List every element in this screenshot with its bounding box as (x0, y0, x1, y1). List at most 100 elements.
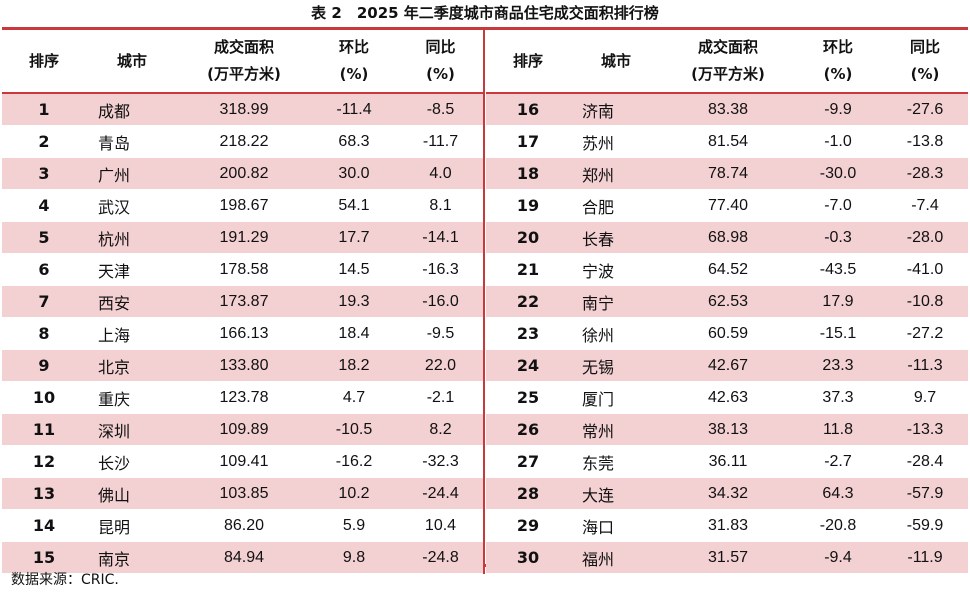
rank-cell: 15 (2, 541, 86, 574)
table-row: 23 徐州 60.59 -15.1 -27.2 (486, 317, 968, 350)
city-cell: 重庆 (86, 381, 178, 414)
city-cell: 苏州 (570, 125, 662, 158)
yoy-cell: -24.4 (398, 477, 484, 510)
header-qoq: 环比 (%) (794, 30, 882, 94)
city-cell: 宁波 (570, 253, 662, 286)
table-row: 10 重庆 123.78 4.7 -2.1 (2, 381, 484, 414)
yoy-cell: -13.3 (882, 413, 968, 446)
ranking-tables: 排序 城市 成交面积 (万平方米) 环比 (%) 同比 (%) 1 成都 318.99 -1… (2, 27, 968, 574)
yoy-cell: -16.3 (398, 253, 484, 286)
qoq-cell: 17.9 (794, 285, 882, 318)
yoy-cell: -7.4 (882, 189, 968, 222)
city-cell: 青岛 (86, 125, 178, 158)
rank-cell: 25 (486, 381, 570, 414)
rank-cell: 16 (486, 93, 570, 126)
area-cell: 86.20 (178, 509, 310, 542)
qoq-cell: -20.8 (794, 509, 882, 542)
area-cell: 173.87 (178, 285, 310, 318)
area-cell: 31.83 (662, 509, 794, 542)
header-row: 排序 城市 成交面积 (万平方米) 环比 (%) 同比 (%) (2, 30, 484, 94)
city-cell: 深圳 (86, 413, 178, 446)
qoq-cell: 5.9 (310, 509, 398, 542)
yoy-cell: -10.8 (882, 285, 968, 318)
rank-cell: 18 (486, 157, 570, 190)
rank-cell: 1 (2, 93, 86, 126)
city-cell: 长沙 (86, 445, 178, 478)
qoq-cell: 68.3 (310, 125, 398, 158)
table-row: 28 大连 34.32 64.3 -57.9 (486, 477, 968, 510)
city-cell: 天津 (86, 253, 178, 286)
header-row: 排序 城市 成交面积 (万平方米) 环比 (%) 同比 (%) (486, 30, 968, 94)
table-row: 21 宁波 64.52 -43.5 -41.0 (486, 253, 968, 286)
rank-cell: 4 (2, 189, 86, 222)
table-row: 27 东莞 36.11 -2.7 -28.4 (486, 445, 968, 478)
yoy-cell: -13.8 (882, 125, 968, 158)
ranking-table-right: 排序 城市 成交面积 (万平方米) 环比 (%) 同比 (%) 16 济南 83.38 -9… (486, 30, 968, 574)
qoq-cell: -15.1 (794, 317, 882, 350)
rank-cell: 5 (2, 221, 86, 254)
table-row: 11 深圳 109.89 -10.5 8.2 (2, 413, 484, 446)
table-title: 表 2 2025 年二季度城市商品住宅成交面积排行榜 (311, 4, 659, 22)
city-cell: 济南 (570, 93, 662, 126)
yoy-cell: 8.2 (398, 413, 484, 446)
yoy-cell: 22.0 (398, 349, 484, 382)
area-cell: 34.32 (662, 477, 794, 510)
rank-cell: 10 (2, 381, 86, 414)
city-cell: 成都 (86, 93, 178, 126)
area-cell: 178.58 (178, 253, 310, 286)
area-cell: 103.85 (178, 477, 310, 510)
yoy-cell: -28.3 (882, 157, 968, 190)
yoy-cell: -11.9 (882, 541, 968, 574)
qoq-cell: 18.4 (310, 317, 398, 350)
yoy-cell: -57.9 (882, 477, 968, 510)
header-yoy: 同比 (%) (398, 30, 484, 94)
yoy-cell: -59.9 (882, 509, 968, 542)
city-cell: 西安 (86, 285, 178, 318)
qoq-cell: -10.5 (310, 413, 398, 446)
qoq-cell: -9.9 (794, 93, 882, 126)
qoq-cell: -1.0 (794, 125, 882, 158)
table-row: 1 成都 318.99 -11.4 -8.5 (2, 93, 484, 126)
city-cell: 武汉 (86, 189, 178, 222)
rank-cell: 2 (2, 125, 86, 158)
source-note: 数据来源：CRIC. (11, 572, 119, 588)
area-cell: 191.29 (178, 221, 310, 254)
area-cell: 84.94 (178, 541, 310, 574)
rank-cell: 11 (2, 413, 86, 446)
city-cell: 大连 (570, 477, 662, 510)
table-row: 5 杭州 191.29 17.7 -14.1 (2, 221, 484, 254)
city-cell: 厦门 (570, 381, 662, 414)
qoq-cell: 4.7 (310, 381, 398, 414)
city-cell: 广州 (86, 157, 178, 190)
rank-cell: 21 (486, 253, 570, 286)
city-cell: 南宁 (570, 285, 662, 318)
table-row: 22 南宁 62.53 17.9 -10.8 (486, 285, 968, 318)
rank-cell: 23 (486, 317, 570, 350)
table-row: 12 长沙 109.41 -16.2 -32.3 (2, 445, 484, 478)
table-row: 30 福州 31.57 -9.4 -11.9 (486, 541, 968, 574)
header-city: 城市 (570, 30, 662, 94)
qoq-cell: 10.2 (310, 477, 398, 510)
area-cell: 42.63 (662, 381, 794, 414)
table-row: 18 郑州 78.74 -30.0 -28.3 (486, 157, 968, 190)
rank-cell: 26 (486, 413, 570, 446)
yoy-cell: -9.5 (398, 317, 484, 350)
table-row: 16 济南 83.38 -9.9 -27.6 (486, 93, 968, 126)
qoq-cell: 14.5 (310, 253, 398, 286)
rank-cell: 28 (486, 477, 570, 510)
yoy-cell: -27.6 (882, 93, 968, 126)
header-city: 城市 (86, 30, 178, 94)
rank-cell: 14 (2, 509, 86, 542)
area-cell: 81.54 (662, 125, 794, 158)
yoy-cell: -27.2 (882, 317, 968, 350)
area-cell: 64.52 (662, 253, 794, 286)
table-row: 19 合肥 77.40 -7.0 -7.4 (486, 189, 968, 222)
header-rank: 排序 (2, 30, 86, 94)
city-cell: 徐州 (570, 317, 662, 350)
table-body-right: 16 济南 83.38 -9.9 -27.6 17 苏州 81.54 -1.0 -13.8 18 郑州… (486, 93, 968, 574)
table-row: 7 西安 173.87 19.3 -16.0 (2, 285, 484, 318)
area-cell: 218.22 (178, 125, 310, 158)
yoy-cell: -16.0 (398, 285, 484, 318)
table-row: 9 北京 133.80 18.2 22.0 (2, 349, 484, 382)
rank-cell: 6 (2, 253, 86, 286)
